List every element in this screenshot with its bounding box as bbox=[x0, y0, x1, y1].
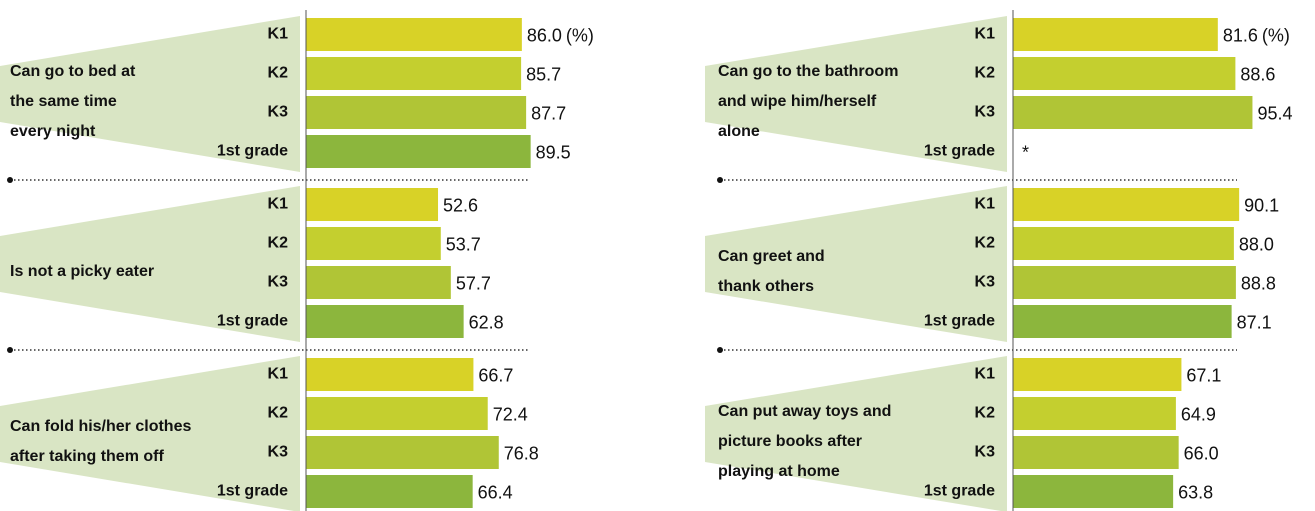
bar bbox=[306, 135, 531, 168]
value-label: 52.6 bbox=[443, 195, 478, 215]
bar bbox=[306, 96, 527, 129]
bar bbox=[1013, 57, 1236, 90]
item-label: and wipe him/herself bbox=[718, 93, 877, 110]
category-label: K1 bbox=[268, 366, 289, 383]
value-label: 64.9 bbox=[1181, 404, 1216, 424]
value-label: 57.7 bbox=[456, 273, 491, 293]
category-label: K1 bbox=[975, 366, 996, 383]
item-label: picture books after bbox=[718, 433, 862, 450]
category-label: K1 bbox=[975, 196, 996, 213]
value-label: 87.7 bbox=[531, 103, 566, 123]
separator-dot bbox=[717, 347, 723, 353]
category-label: K3 bbox=[975, 104, 996, 121]
bar bbox=[306, 57, 522, 90]
value-label: 88.6 bbox=[1240, 64, 1275, 84]
value-label: 66.4 bbox=[478, 482, 513, 502]
item-label: after taking them off bbox=[10, 448, 164, 465]
bar bbox=[1013, 358, 1182, 391]
value-label: 89.5 bbox=[536, 142, 571, 162]
wedge bbox=[705, 16, 1007, 172]
value-label: 86.0 bbox=[527, 25, 562, 45]
item-label: Can go to the bathroom bbox=[718, 63, 898, 80]
bar bbox=[1013, 475, 1174, 508]
value-label: 88.8 bbox=[1241, 273, 1276, 293]
bar bbox=[1013, 397, 1176, 430]
bar bbox=[1013, 96, 1253, 129]
item-label: playing at home bbox=[718, 463, 840, 480]
value-label: 72.4 bbox=[493, 404, 528, 424]
category-label: K3 bbox=[975, 274, 996, 291]
item-label: thank others bbox=[718, 278, 814, 295]
value-label: 66.0 bbox=[1184, 443, 1219, 463]
value-label: 53.7 bbox=[446, 234, 481, 254]
category-label: K2 bbox=[975, 235, 996, 252]
separator-dot bbox=[7, 347, 13, 353]
item-label: Can fold his/her clothes bbox=[10, 418, 191, 435]
item-label: every night bbox=[10, 123, 96, 140]
bar bbox=[306, 18, 522, 51]
bar bbox=[1013, 266, 1236, 299]
item-label: Can put away toys and bbox=[718, 403, 891, 420]
value-label: 90.1 bbox=[1244, 195, 1279, 215]
wedge bbox=[0, 356, 300, 511]
value-label: 67.1 bbox=[1186, 365, 1221, 385]
wedge bbox=[705, 186, 1007, 342]
wedge bbox=[0, 16, 300, 172]
bar bbox=[1013, 305, 1232, 338]
category-label: K1 bbox=[268, 26, 289, 43]
separator-dot bbox=[717, 177, 723, 183]
category-label: K2 bbox=[268, 235, 289, 252]
category-label: 1st grade bbox=[217, 483, 288, 500]
value-label: 85.7 bbox=[526, 64, 561, 84]
bar bbox=[1013, 188, 1240, 221]
value-label: 66.7 bbox=[478, 365, 513, 385]
category-label: 1st grade bbox=[924, 143, 995, 160]
value-label: 76.8 bbox=[504, 443, 539, 463]
item-label: alone bbox=[718, 123, 760, 140]
category-label: K3 bbox=[975, 444, 996, 461]
item-label: Can greet and bbox=[718, 248, 825, 265]
value-label: 81.6 bbox=[1223, 25, 1258, 45]
category-label: K1 bbox=[975, 26, 996, 43]
unit-label: (%) bbox=[566, 25, 594, 45]
category-label: 1st grade bbox=[217, 313, 288, 330]
wedge bbox=[0, 186, 300, 342]
bar bbox=[1013, 436, 1179, 469]
bar bbox=[306, 227, 441, 260]
separator-dot bbox=[7, 177, 13, 183]
bar bbox=[1013, 18, 1218, 51]
value-label: 87.1 bbox=[1237, 312, 1272, 332]
value-label: * bbox=[1022, 142, 1029, 162]
category-label: K3 bbox=[268, 104, 289, 121]
wedge bbox=[705, 356, 1007, 511]
bar bbox=[306, 397, 488, 430]
bar bbox=[306, 188, 439, 221]
bar bbox=[306, 305, 464, 338]
value-label: 63.8 bbox=[1178, 482, 1213, 502]
item-label: the same time bbox=[10, 93, 117, 110]
category-label: 1st grade bbox=[924, 483, 995, 500]
bar bbox=[306, 266, 451, 299]
category-label: K3 bbox=[268, 444, 289, 461]
bar bbox=[306, 436, 499, 469]
value-label: 88.0 bbox=[1239, 234, 1274, 254]
value-label: 62.8 bbox=[469, 312, 504, 332]
bar bbox=[306, 475, 473, 508]
value-label: 95.4 bbox=[1257, 103, 1292, 123]
category-label: K2 bbox=[268, 405, 289, 422]
category-label: 1st grade bbox=[924, 313, 995, 330]
category-label: K2 bbox=[268, 65, 289, 82]
unit-label: (%) bbox=[1262, 25, 1290, 45]
category-label: 1st grade bbox=[217, 143, 288, 160]
item-label: Is not a picky eater bbox=[10, 263, 154, 280]
category-label: K2 bbox=[975, 65, 996, 82]
category-label: K1 bbox=[268, 196, 289, 213]
bar bbox=[306, 358, 474, 391]
item-label: Can go to bed at bbox=[10, 63, 136, 80]
category-label: K3 bbox=[268, 274, 289, 291]
bar bbox=[1013, 227, 1234, 260]
category-label: K2 bbox=[975, 405, 996, 422]
